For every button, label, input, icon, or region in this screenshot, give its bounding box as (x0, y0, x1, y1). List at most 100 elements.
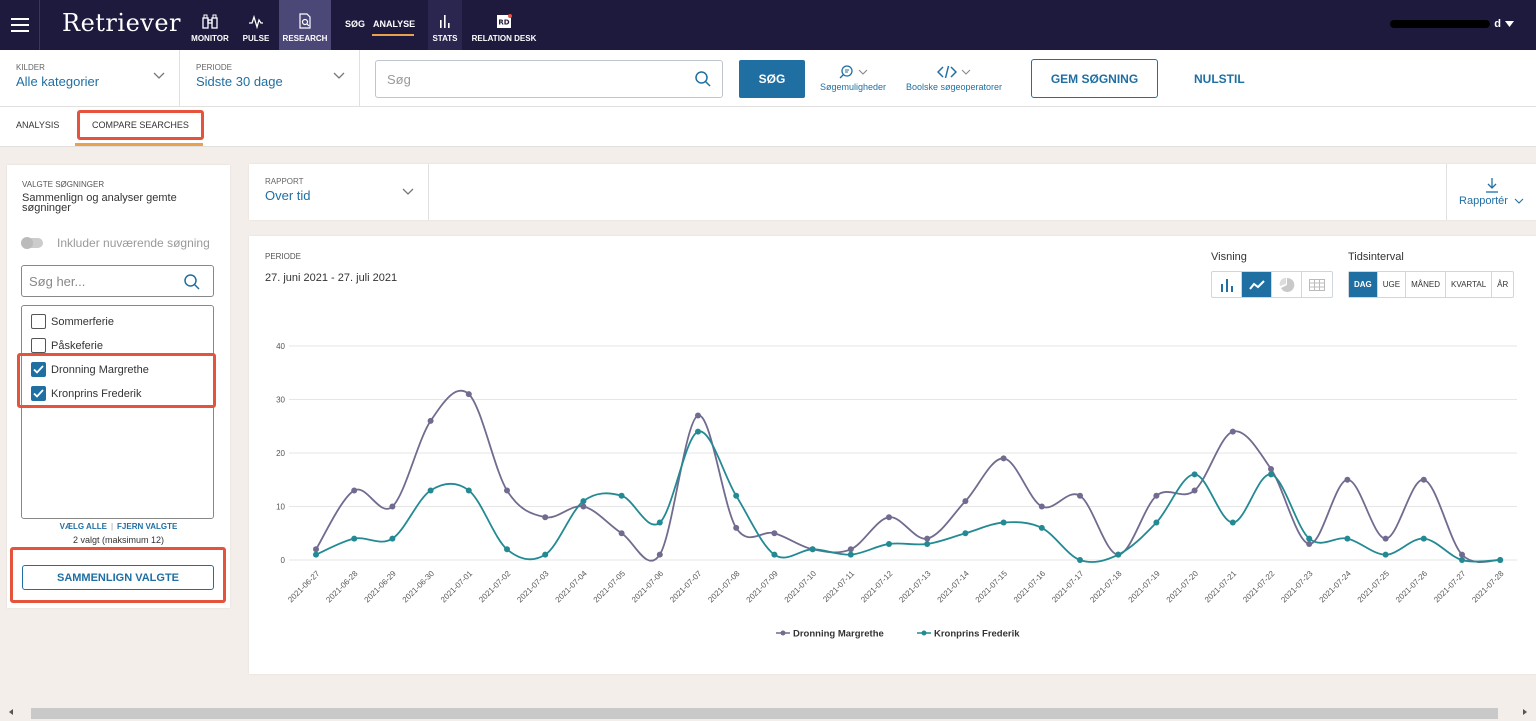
line-view-button[interactable] (1242, 272, 1272, 297)
highlight-compare-button (10, 547, 226, 603)
search-icon[interactable] (183, 273, 201, 291)
panel-search-input[interactable] (22, 266, 172, 296)
list-item-paaskeferie[interactable]: Påskeferie (31, 338, 103, 353)
report-dropdown[interactable]: RAPPORT Over tid (249, 164, 429, 220)
interval-dag[interactable]: DAG (1349, 272, 1378, 297)
data-point (1497, 557, 1504, 563)
retriever-logo[interactable]: Retriever (62, 9, 182, 37)
kilder-dropdown[interactable]: KILDER Alle kategorier (0, 50, 180, 107)
list-item-kronprins-frederik[interactable]: Kronprins Frederik (31, 386, 141, 401)
horizontal-scrollbar[interactable] (0, 703, 1536, 721)
visning-label: Visning (1211, 251, 1247, 263)
data-point (847, 551, 854, 558)
reset-button[interactable]: NULSTIL (1194, 72, 1245, 86)
include-current-label: Inkluder nuværende søgning (57, 236, 210, 250)
x-tick-label: 2021-07-28 (1470, 569, 1506, 605)
pie-view-button[interactable] (1272, 272, 1302, 297)
scroll-left-icon[interactable] (6, 707, 16, 717)
nav-research[interactable]: RESEARCH (279, 0, 331, 50)
select-all-link[interactable]: VÆLG ALLE (59, 522, 107, 531)
interval-uge[interactable]: UGE (1378, 272, 1407, 297)
search-input[interactable] (376, 61, 676, 97)
interval-maaned[interactable]: MÅNED (1406, 272, 1447, 297)
y-tick-label: 40 (276, 342, 285, 351)
compare-selected-button[interactable]: SAMMENLIGN VALGTE (22, 565, 214, 590)
selection-links: VÆLG ALLE | FJERN VALGTE (7, 522, 230, 531)
nav-pulse[interactable]: PULSE (239, 0, 273, 50)
user-name-suffix: d (1494, 18, 1501, 30)
data-point (1306, 540, 1313, 547)
interval-toggle-group: DAG UGE MÅNED KVARTAL ÅR (1348, 271, 1515, 298)
x-tick-label: 2021-07-09 (745, 569, 781, 605)
checkbox[interactable] (31, 338, 46, 353)
data-point (695, 428, 701, 435)
x-tick-label: 2021-07-03 (515, 569, 551, 605)
tab-compare-searches[interactable]: COMPARE SEARCHES (92, 120, 189, 130)
active-nav-underline (372, 34, 414, 36)
menu-button[interactable] (0, 0, 40, 50)
data-point (1038, 503, 1045, 510)
nav-relation-desk[interactable]: RD RELATION DESK (470, 0, 538, 50)
search-chat-icon (839, 65, 853, 79)
binoculars-icon (202, 14, 218, 29)
search-options-button[interactable]: Søgemuligheder (820, 62, 886, 92)
data-point (656, 519, 663, 526)
x-tick-label: 2021-07-26 (1394, 569, 1430, 605)
export-report-button[interactable]: Rapportér (1446, 164, 1536, 220)
scrollbar-thumb[interactable] (31, 708, 1498, 719)
data-point (886, 514, 892, 521)
boolean-operators-button[interactable]: Boolske søgeoperatorer (906, 62, 1002, 92)
nav-monitor-label: MONITOR (191, 34, 229, 43)
report-bar: RAPPORT Over tid Rapportér (249, 164, 1536, 220)
bar-chart-icon (1220, 278, 1233, 292)
data-point (542, 551, 549, 558)
nav-stats[interactable]: STATS (428, 0, 462, 50)
data-point (924, 540, 931, 547)
checkbox-checked[interactable] (31, 362, 46, 377)
table-view-button[interactable] (1302, 272, 1332, 297)
interval-aar[interactable]: ÅR (1497, 280, 1509, 289)
data-point (1306, 535, 1313, 542)
scroll-right-icon[interactable] (1520, 707, 1530, 717)
x-tick-label: 2021-07-05 (592, 569, 628, 605)
bar-view-button[interactable] (1212, 272, 1242, 297)
pulse-icon (249, 14, 263, 29)
nav-analyse[interactable]: ANALYSE (373, 19, 416, 29)
list-item-sommerferie[interactable]: Sommerferie (31, 314, 114, 329)
saved-searches-list[interactable]: Sommerferie Påskeferie Dronning Margreth… (21, 305, 214, 519)
hamburger-icon (10, 16, 29, 34)
nav-monitor[interactable]: MONITOR (189, 0, 231, 50)
list-item-dronning-margrethe[interactable]: Dronning Margrethe (31, 362, 149, 377)
data-point (1420, 476, 1427, 483)
data-point (733, 492, 740, 499)
data-point (1382, 551, 1389, 558)
link-separator: | (110, 522, 114, 531)
data-point (1038, 524, 1045, 531)
x-tick-label: 2021-07-01 (439, 569, 475, 605)
interval-kvartal[interactable]: KVARTAL (1446, 272, 1493, 297)
data-point (313, 546, 319, 553)
remove-selected-link[interactable]: FJERN VALGTE (117, 522, 178, 531)
panel-search-box (21, 265, 214, 297)
x-tick-label: 2021-07-19 (1127, 569, 1163, 605)
periode-dropdown[interactable]: PERIODE Sidste 30 dage (180, 50, 360, 107)
search-icon[interactable] (694, 70, 712, 88)
data-point (351, 535, 358, 542)
chevron-down-icon (858, 69, 868, 75)
x-tick-label: 2021-07-11 (821, 569, 856, 604)
period-label: PERIODE (265, 252, 302, 261)
panel-title: VALGTE SØGNINGER (22, 180, 105, 189)
checkbox[interactable] (31, 314, 46, 329)
include-current-toggle[interactable] (21, 237, 43, 249)
search-button[interactable]: SØG (739, 60, 805, 98)
nav-sog[interactable]: SØG (345, 19, 366, 29)
save-search-button[interactable]: GEM SØGNING (1031, 59, 1158, 98)
user-menu[interactable]: d (1390, 18, 1514, 30)
data-point (1077, 557, 1083, 563)
periode-label: PERIODE (196, 63, 233, 72)
legend-label: Kronprins Frederik (934, 629, 1020, 640)
tab-analysis[interactable]: ANALYSIS (16, 120, 60, 130)
checkbox-checked[interactable] (31, 386, 46, 401)
x-tick-label: 2021-07-17 (1050, 569, 1086, 605)
x-tick-label: 2021-07-15 (974, 569, 1010, 605)
